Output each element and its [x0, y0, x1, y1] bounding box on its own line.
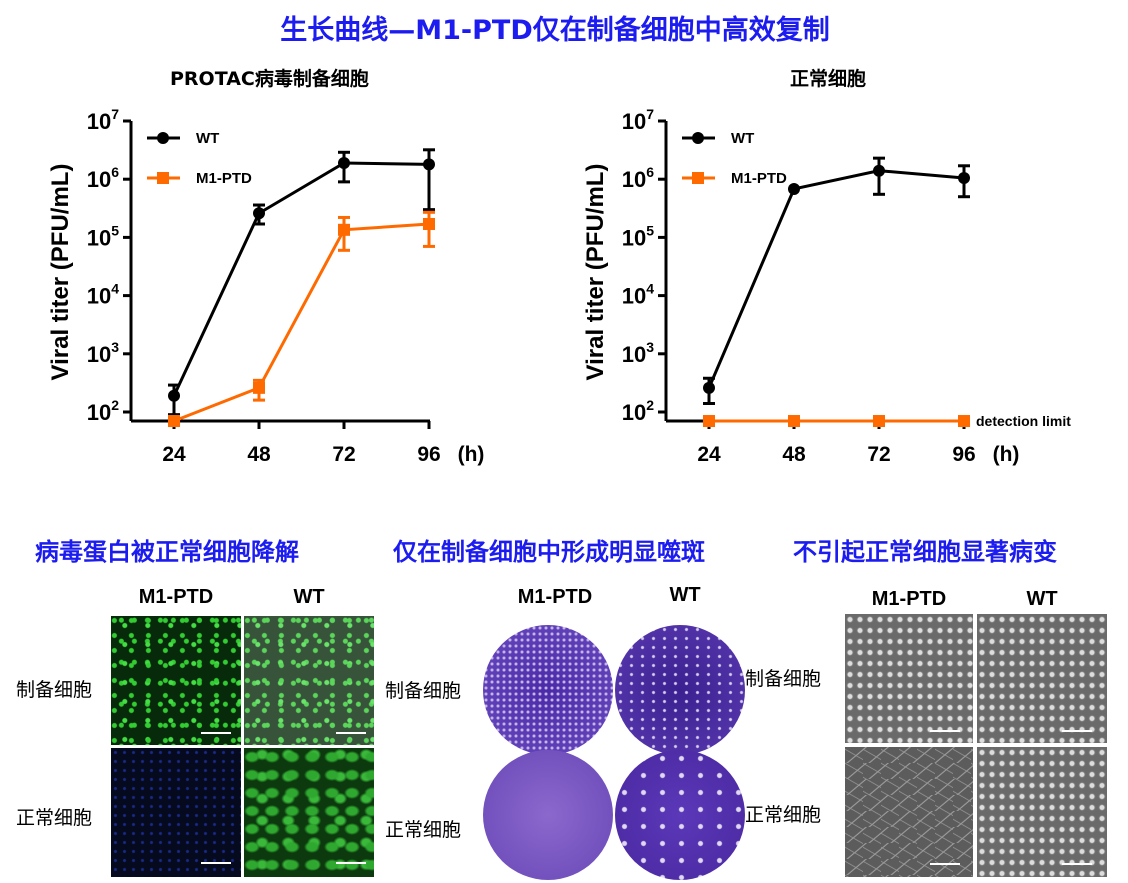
legend-marker	[157, 132, 169, 144]
x-tick-label: 72	[867, 443, 890, 466]
y-axis-label: Viral titer (PFU/mL)	[582, 164, 609, 381]
col-label: WT	[293, 586, 325, 608]
section-title-left: 病毒蛋白被正常细胞降解	[35, 538, 299, 566]
series-line-M1-PTD	[173, 222, 430, 423]
x-tick-label: 96	[417, 443, 440, 466]
data-point	[423, 158, 435, 171]
legend-label: M1-PTD	[731, 170, 787, 187]
data-point	[253, 381, 265, 394]
plaque-plate	[615, 625, 745, 755]
row-label: 制备细胞	[745, 668, 822, 690]
legend-marker	[692, 172, 704, 184]
y-tick-label: 104	[622, 281, 654, 309]
x-axis-label: (h)	[993, 443, 1020, 466]
data-point	[338, 156, 350, 169]
data-point	[788, 415, 800, 428]
data-point	[168, 415, 180, 428]
figure-title: 生长曲线—M1-PTD仅在制备细胞中高效复制	[280, 15, 830, 46]
chart-title-right: 正常细胞	[790, 68, 867, 90]
row-label: 正常细胞	[745, 804, 822, 826]
data-point	[703, 415, 715, 428]
micrograph-fluorescence	[111, 616, 241, 745]
x-tick-label: 96	[952, 443, 975, 466]
data-point	[873, 164, 885, 177]
row-label: 制备细胞	[16, 679, 93, 701]
section-title-middle: 仅在制备细胞中形成明显噬斑	[393, 538, 705, 566]
x-tick-label: 72	[332, 443, 355, 466]
micrograph-phase-contrast	[845, 614, 973, 743]
col-label: WT	[1026, 588, 1058, 610]
x-tick-label: 48	[247, 443, 271, 466]
chart-title-left: PROTAC病毒制备细胞	[170, 68, 369, 90]
data-point	[253, 207, 265, 220]
micrograph-phase-contrast	[977, 747, 1107, 877]
y-tick-label: 105	[87, 222, 119, 250]
plaque-plate	[483, 750, 613, 880]
series-line-WT	[172, 161, 430, 397]
y-tick-label: 105	[622, 222, 654, 250]
series-line-WT	[707, 169, 965, 389]
legend-label: WT	[196, 130, 219, 147]
micrograph-fluorescence	[111, 748, 241, 877]
row-label: 制备细胞	[385, 680, 462, 702]
legend-marker	[157, 172, 169, 184]
data-point	[958, 415, 970, 428]
data-point	[338, 223, 350, 236]
col-label: WT	[669, 584, 701, 606]
y-tick-label: 102	[87, 397, 119, 425]
micrograph-fluorescence	[244, 748, 374, 877]
data-point	[703, 381, 715, 394]
y-tick-label: 104	[87, 281, 119, 309]
x-axis-label: (h)	[458, 443, 485, 466]
data-point	[958, 171, 970, 184]
data-point	[168, 389, 180, 402]
chart-right: 102 103 104 105 106 107 24 48 72 96 (h) Viral titer…	[582, 106, 1071, 466]
data-point	[423, 217, 435, 230]
legend-label: WT	[731, 130, 754, 147]
y-axis-label: Viral titer (PFU/mL)	[47, 164, 74, 381]
section-title-right: 不引起正常细胞显著病变	[793, 538, 1057, 566]
y-tick-label: 103	[622, 339, 654, 367]
plaque-plate	[483, 625, 613, 755]
row-label: 正常细胞	[385, 819, 462, 841]
col-label: M1-PTD	[517, 586, 593, 608]
x-tick-label: 48	[782, 443, 806, 466]
plaque-plate	[615, 750, 745, 880]
micrograph-phase-contrast	[977, 614, 1107, 743]
col-label: M1-PTD	[138, 586, 214, 608]
x-tick-label: 24	[697, 443, 721, 466]
y-tick-label: 102	[622, 397, 654, 425]
legend-marker	[692, 132, 704, 144]
legend-label: M1-PTD	[196, 170, 252, 187]
y-tick-label: 106	[622, 164, 654, 192]
data-point	[873, 415, 885, 428]
col-label: M1-PTD	[871, 588, 947, 610]
row-label: 正常细胞	[16, 807, 93, 829]
x-tick-label: 24	[162, 443, 186, 466]
y-tick-label: 107	[87, 106, 119, 134]
chart-left: 102 103 104 105 106 107 24 48 72 96 (h) Viral titer…	[47, 106, 485, 466]
micrograph-fluorescence	[244, 616, 374, 745]
detection-limit-label: detection limit	[976, 413, 1071, 429]
y-tick-label: 106	[87, 164, 119, 192]
y-tick-label: 103	[87, 339, 119, 367]
data-point	[788, 182, 800, 195]
micrograph-phase-contrast	[845, 747, 973, 877]
y-tick-label: 107	[622, 106, 654, 134]
